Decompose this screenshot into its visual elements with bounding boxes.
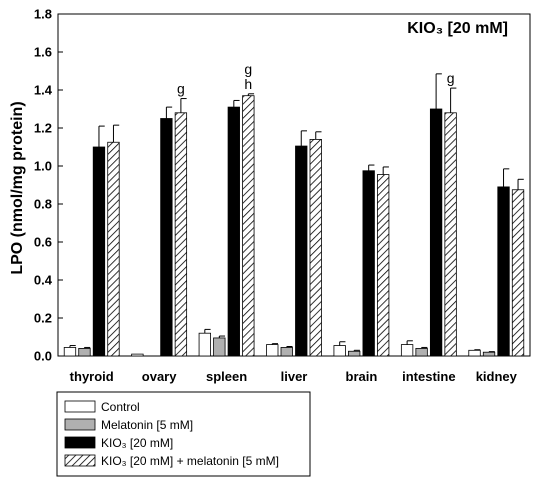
bar-liver-series-1 — [280, 347, 293, 357]
bar-brain-series-1 — [348, 350, 361, 357]
bar-spleen-series-3 — [242, 95, 255, 357]
category-label-intestine: intestine — [402, 369, 455, 384]
y-tick-label: 0.6 — [34, 235, 52, 250]
legend-label-2: KIO₃ [20 mM] — [101, 436, 173, 450]
bar-thyroid-series-1 — [78, 347, 91, 357]
y-tick-label: 1.0 — [34, 159, 52, 174]
bar-ovary-series-3 — [174, 112, 188, 357]
bar-brain-series-3 — [377, 174, 390, 357]
legend-box — [56, 391, 311, 477]
legend-swatch-3 — [64, 454, 96, 467]
bar-spleen-series-2 — [227, 106, 240, 357]
bar-kidney-series-0 — [468, 349, 481, 357]
legend-label-0: Control — [101, 400, 140, 414]
plot-frame — [57, 13, 531, 357]
category-label-kidney: kidney — [476, 369, 518, 384]
bar-kidney-series-1 — [482, 351, 496, 357]
annotation-intestine-g: g — [447, 70, 455, 86]
legend-swatch-1 — [64, 418, 96, 431]
bar-liver-series-3 — [309, 138, 322, 357]
bar-liver-series-2 — [295, 145, 308, 357]
bar-spleen-series-1 — [213, 337, 226, 357]
legend-swatch-0 — [64, 400, 96, 413]
bar-intestine-series-3 — [444, 112, 457, 357]
annotation-ovary-g: g — [177, 81, 185, 97]
bar-ovary-series-2 — [160, 118, 173, 357]
y-tick-label: 1.6 — [34, 45, 52, 60]
bar-kidney-series-3 — [511, 189, 525, 357]
chart-title: KIO₃ [20 mM] — [407, 20, 508, 37]
bar-thyroid-series-0 — [63, 347, 77, 357]
y-tick-label: 0.2 — [34, 311, 52, 326]
bar-thyroid-series-2 — [92, 146, 106, 357]
category-label-liver: liver — [281, 369, 308, 384]
category-label-spleen: spleen — [206, 369, 247, 384]
bar-series — [63, 73, 525, 357]
bar-intestine-series-2 — [429, 108, 443, 357]
x-axis-labels: thyroid ovary spleen liver brain intestine kid… — [70, 369, 518, 384]
bar-brain-series-2 — [362, 170, 375, 357]
significance-annotations: ggh g — [177, 61, 455, 97]
y-tick-label: 1.8 — [34, 7, 52, 22]
y-tick-label: 0.0 — [34, 349, 52, 364]
bar-kidney-series-2 — [497, 186, 510, 357]
legend: Control Melatonin [5 mM] KIO₃ [20 mM] KIO₃ … — [56, 391, 311, 477]
bar-ovary-series-0 — [131, 353, 144, 357]
annotation-spleen-g: g — [244, 61, 252, 77]
y-tick-label: 0.8 — [34, 197, 52, 212]
category-label-thyroid: thyroid — [70, 369, 114, 384]
category-label-ovary: ovary — [142, 369, 177, 384]
category-label-brain: brain — [346, 369, 378, 384]
bar-intestine-series-0 — [400, 344, 414, 357]
bar-thyroid-series-3 — [107, 141, 120, 357]
legend-label-1: Melatonin [5 mM] — [101, 418, 193, 432]
y-axis-ticks: 0.0 0.2 0.4 0.6 0.8 1.0 1.2 1.4 1.6 1.8 — [34, 7, 63, 364]
annotation-spleen-h: h — [244, 76, 252, 92]
legend-swatch-2 — [64, 436, 96, 449]
plot-axes — [57, 13, 531, 357]
bar-brain-series-0 — [333, 345, 346, 357]
bar-liver-series-0 — [266, 344, 279, 357]
bar-intestine-series-1 — [415, 347, 428, 357]
bar-spleen-series-0 — [198, 332, 211, 357]
y-tick-label: 1.4 — [34, 83, 53, 98]
y-tick-label: 0.4 — [34, 273, 53, 288]
legend-label-3: KIO₃ [20 mM] + melatonin [5 mM] — [101, 454, 279, 468]
y-axis-title: LPO (nmol/mg protein) — [9, 101, 26, 274]
y-tick-label: 1.2 — [34, 121, 52, 136]
